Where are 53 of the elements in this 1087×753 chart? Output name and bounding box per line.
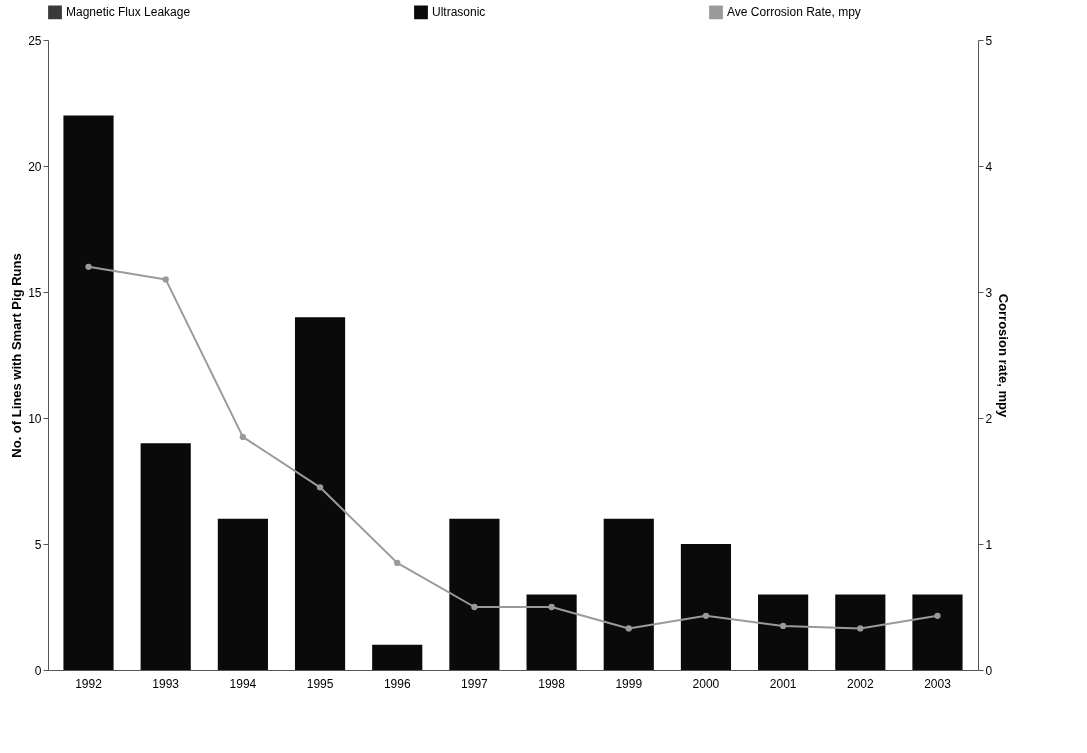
bar xyxy=(680,544,732,670)
x-tick-label: 2002 xyxy=(846,676,874,691)
point xyxy=(162,276,169,283)
x-tick-label: 1992 xyxy=(75,676,103,691)
bar xyxy=(294,317,346,670)
y2-tick-label: 1 xyxy=(985,537,993,552)
y2-tick-label: 5 xyxy=(985,33,993,48)
x-tick-label: 2000 xyxy=(692,676,720,691)
legend-label: Ultrasonic xyxy=(432,5,486,20)
y-axis-title: No. of Lines with Smart Pig Runs xyxy=(9,253,25,458)
y2-tick-label: 2 xyxy=(985,411,993,426)
x-tick-label: 1999 xyxy=(615,676,643,691)
y-tick-label: 10 xyxy=(28,411,42,426)
bar xyxy=(758,594,809,670)
point xyxy=(471,603,478,611)
x-tick-label: 1997 xyxy=(461,676,489,691)
y2-axis-title: Corrosion rate, mpy xyxy=(996,293,1012,419)
point xyxy=(316,484,324,491)
y2-tick-label: 4 xyxy=(985,159,993,174)
x-tick-label: 1994 xyxy=(229,676,257,691)
bar xyxy=(526,594,577,670)
bar xyxy=(372,644,423,670)
bar xyxy=(217,518,268,670)
y-tick-label: 20 xyxy=(28,159,42,174)
point xyxy=(239,433,247,441)
point xyxy=(934,612,941,619)
bar xyxy=(63,115,114,670)
x-tick-label: 1998 xyxy=(538,676,566,691)
point xyxy=(857,625,864,632)
x-tick-label: 2003 xyxy=(924,676,952,691)
legend-label: Magnetic Flux Leakage xyxy=(66,5,191,20)
bar xyxy=(912,594,963,670)
bar xyxy=(449,518,500,670)
x-tick-label: 1993 xyxy=(152,676,180,691)
point xyxy=(702,612,710,619)
bar xyxy=(603,518,654,670)
y-tick-label: 15 xyxy=(28,285,42,300)
legend-label: Ave Corrosion Rate, mpy xyxy=(727,5,861,20)
x-tick-label: 2001 xyxy=(769,676,797,691)
y-tick-label: 5 xyxy=(34,537,42,552)
y2-tick-label: 3 xyxy=(985,285,993,300)
point xyxy=(548,603,555,611)
point xyxy=(779,622,787,630)
y-tick-label: 25 xyxy=(28,33,42,48)
bar xyxy=(835,594,886,670)
y-tick-label: 0 xyxy=(34,663,42,678)
bar xyxy=(140,443,191,670)
point xyxy=(625,625,632,632)
point xyxy=(394,559,401,567)
x-tick-label: 1995 xyxy=(306,676,334,691)
point xyxy=(85,263,92,270)
y2-tick-label: 0 xyxy=(985,663,993,678)
x-tick-label: 1996 xyxy=(383,676,411,691)
